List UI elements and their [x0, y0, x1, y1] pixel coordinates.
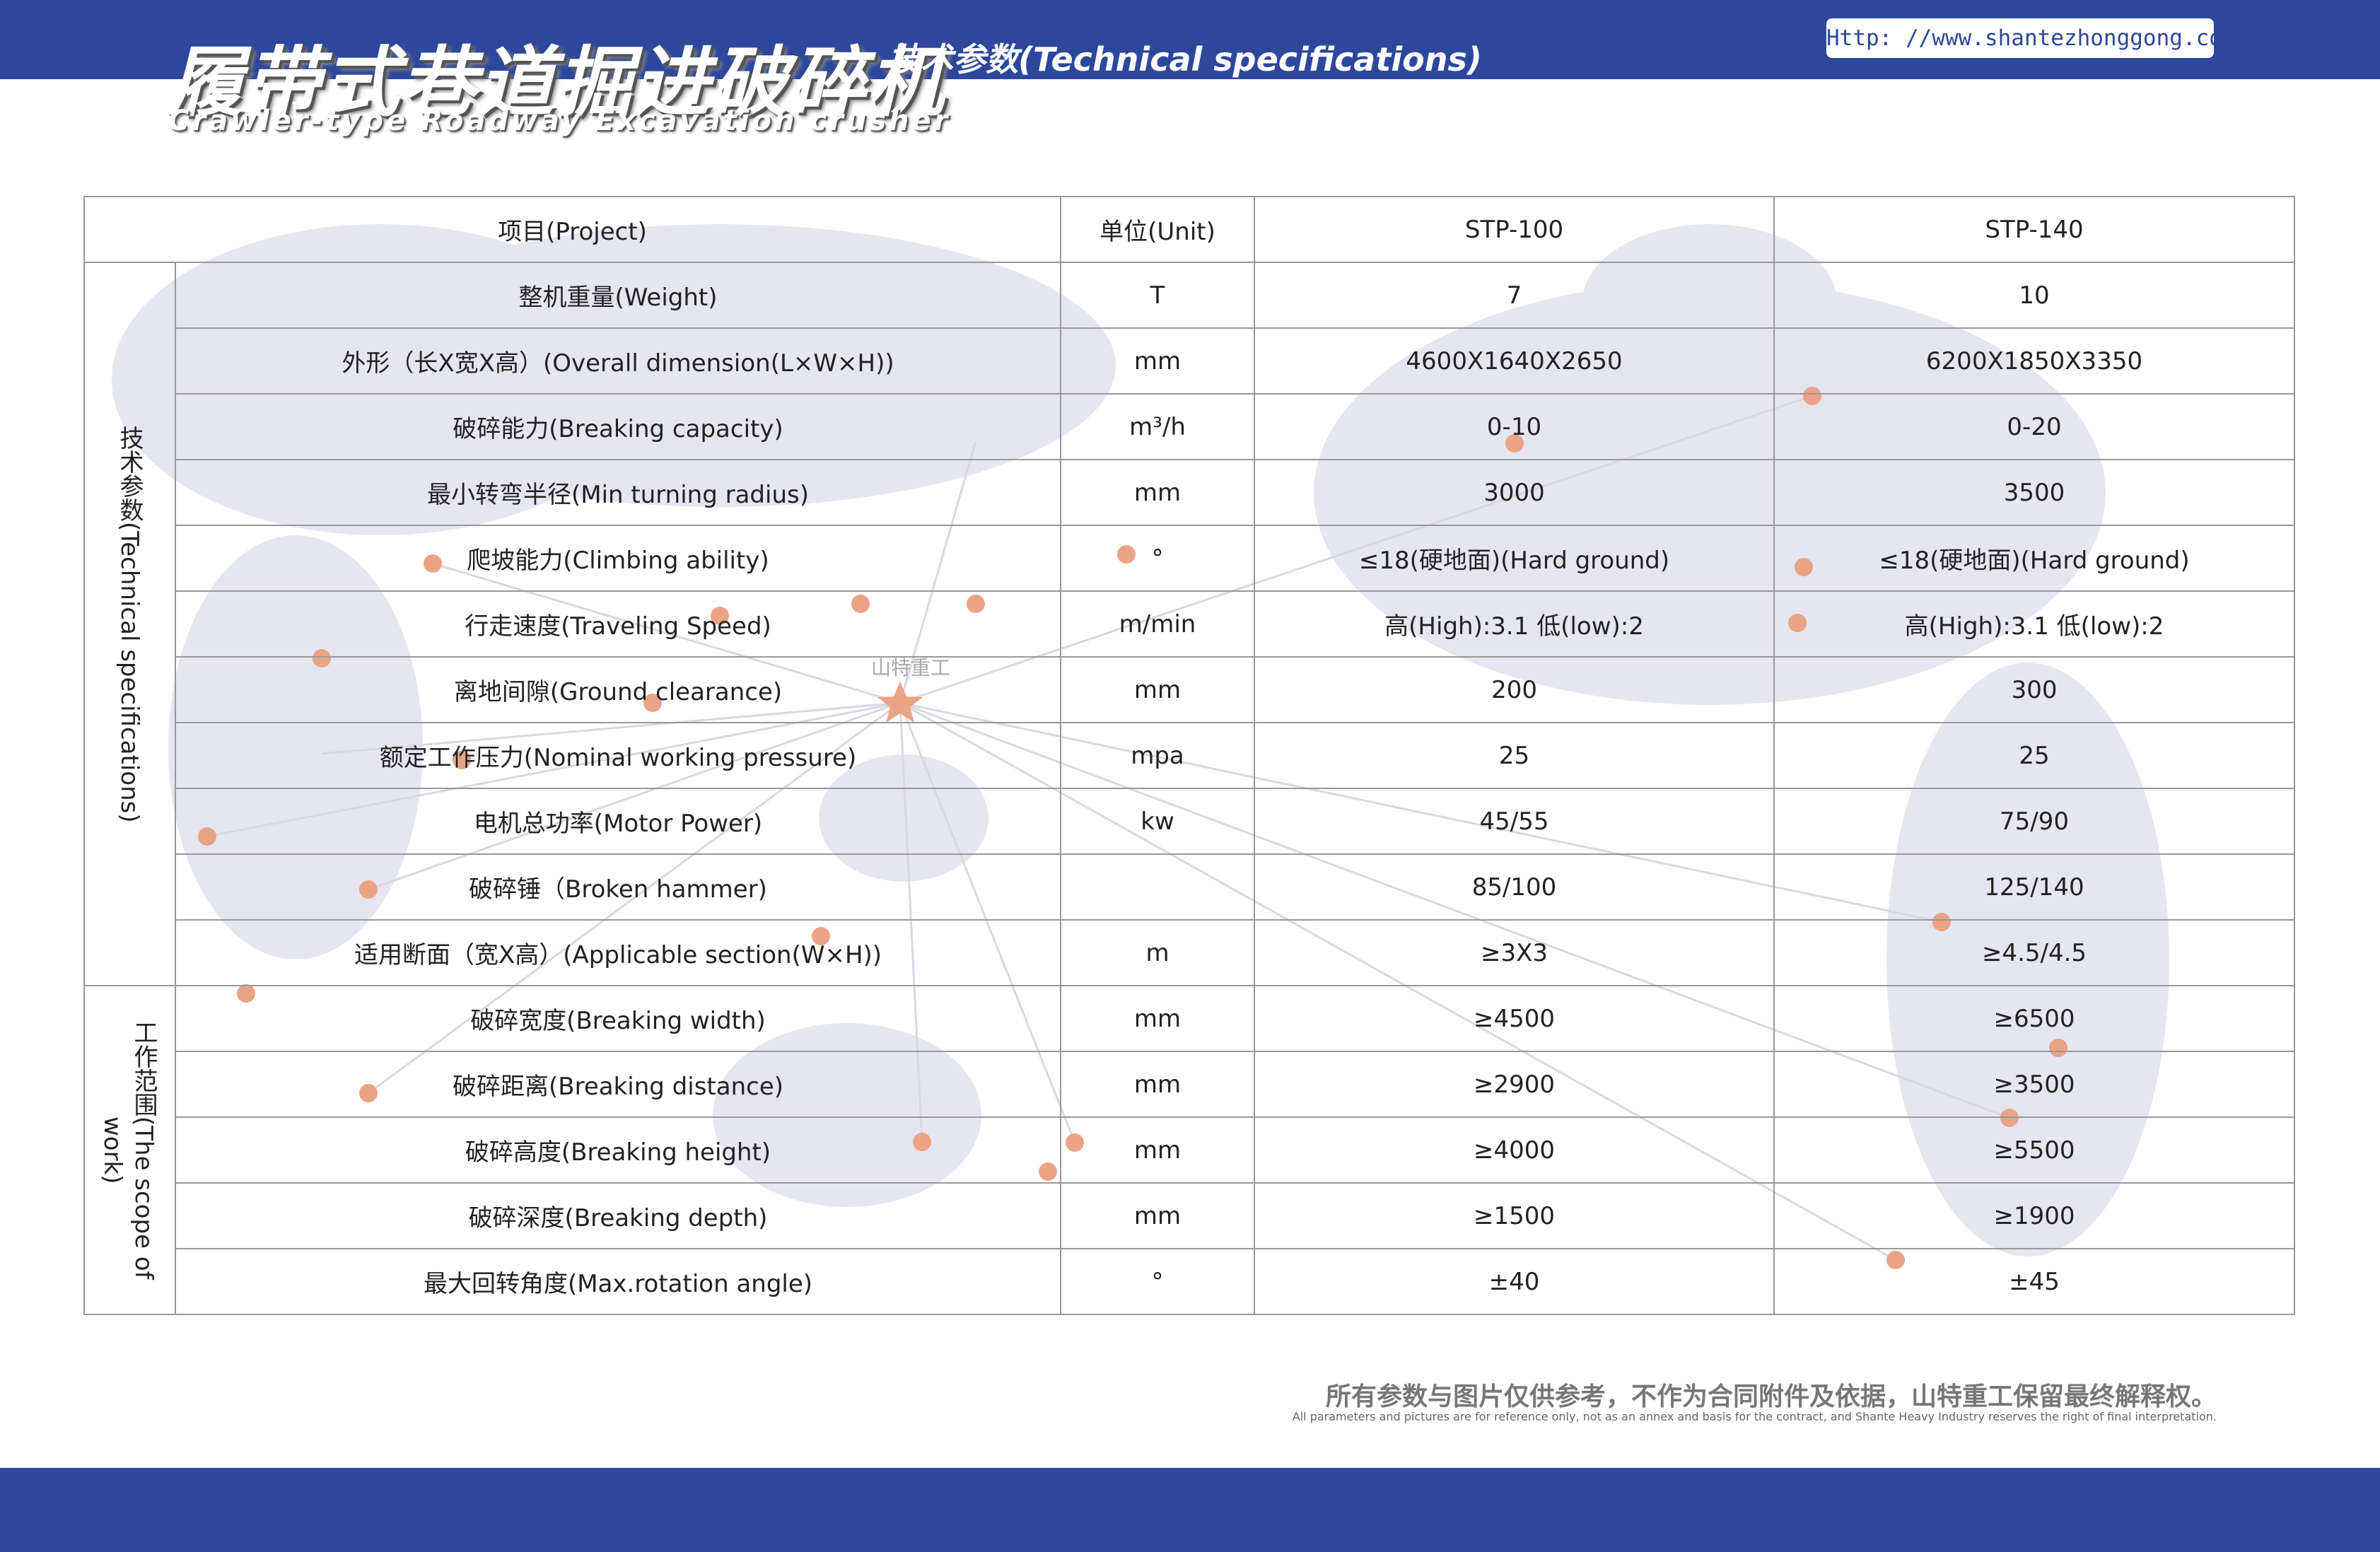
table-cell: 25 — [1254, 722, 1775, 789]
table-cell: 10 — [1773, 262, 2296, 329]
table-cell: mm — [1060, 985, 1256, 1052]
table-cell: ≥4500 — [1254, 985, 1775, 1052]
bottom-band — [0, 1468, 2380, 1552]
footer-note-en: All parameters and pictures are for refe… — [1292, 1410, 2217, 1423]
table-cell: ≥4.5/4.5 — [1773, 919, 2296, 986]
subtitle: Crawler-type Roadway Excavation crusher — [168, 105, 951, 137]
table-cell: ≥2900 — [1254, 1051, 1775, 1118]
table-cell: m — [1060, 919, 1256, 986]
table-row: 破碎距离(Breaking distance) mm ≥2900 ≥3500 — [84, 1051, 2296, 1118]
table-row: 破碎高度(Breaking height) mm ≥4000 ≥5500 — [84, 1116, 2296, 1184]
table-cell: ≤18(硬地面)(Hard ground) — [1773, 525, 2296, 592]
table-cell: ≥1900 — [1773, 1182, 2296, 1249]
table-row: 技术参数(Technical specifications) 整机重量(Weigh… — [83, 262, 2296, 986]
table-row: 电机总功率(Motor Power) kw 45/55 75/90 — [84, 788, 2296, 855]
table-cell: 破碎锤（Broken hammer) — [174, 853, 1062, 921]
table-cell: mm — [1060, 459, 1256, 526]
table-cell: 高(High):3.1 低(low):2 — [1773, 590, 2296, 658]
section-title: 技术参数(Technical specifications) — [888, 40, 1482, 78]
table-row: 最小转弯半径(Min turning radius) mm 3000 3500 — [84, 459, 2296, 526]
header-cell: 项目(Project) — [83, 196, 1062, 263]
header-cell: 单位(Unit) — [1060, 196, 1256, 263]
table-cell: 300 — [1773, 656, 2296, 723]
table-cell: 6200X1850X3350 — [1773, 327, 2296, 395]
header-row: 项目(Project) 单位(Unit) STP-100 STP-140 — [83, 196, 2296, 263]
table-cell: T — [1060, 262, 1256, 329]
table-cell — [1060, 853, 1256, 921]
table-row: 适用断面（宽X高）(Applicable section(W×H)) m ≥3X3 ≥… — [84, 919, 2296, 986]
table-row: 最大回转角度(Max.rotation angle) ° ±40 ±45 — [84, 1248, 2296, 1315]
table-row: 工作范围(The scope of work) 破碎宽度(Breaking wid… — [83, 985, 2296, 1315]
table-cell: 200 — [1254, 656, 1775, 723]
table-cell: 外形（长X宽X高）(Overall dimension(L×W×H)) — [174, 327, 1062, 395]
title: 履带式巷道掘进破碎机 — [167, 39, 945, 127]
table-cell: ≥6500 — [1773, 985, 2296, 1052]
table-cell: 离地间隙(Ground clearance) — [174, 656, 1062, 723]
table-cell: mm — [1060, 327, 1256, 395]
table-cell: 行走速度(Traveling Speed) — [174, 590, 1062, 658]
table-cell: 破碎能力(Breaking capacity) — [174, 393, 1062, 460]
table-cell: ±45 — [1773, 1248, 2296, 1315]
table-cell: 4600X1640X2650 — [1254, 327, 1775, 395]
table-cell: mm — [1060, 656, 1256, 723]
table-body: 项目(Project) 单位(Unit) STP-100 STP-140 技术参数(Te… — [83, 196, 2296, 1315]
table-row: 额定工作压力(Nominal working pressure) mpa 25 25 — [84, 722, 2296, 789]
table-row: 破碎锤（Broken hammer) 85/100 125/140 — [84, 853, 2296, 921]
table-cell: 破碎距离(Breaking distance) — [174, 1051, 1062, 1118]
table-cell: ≥3500 — [1773, 1051, 2296, 1118]
table-cell: 125/140 — [1773, 853, 2296, 921]
table-row: 离地间隙(Ground clearance) mm 200 300 — [84, 656, 2296, 723]
table-cell: ≥5500 — [1773, 1116, 2296, 1184]
table-cell: 25 — [1773, 722, 2296, 789]
table-cell: 破碎宽度(Breaking width) — [174, 985, 1062, 1052]
table-row: 破碎深度(Breaking depth) mm ≥1500 ≥1900 — [84, 1182, 2296, 1249]
url[interactable]: Http: //www.shantezhonggong.com — [1826, 18, 2236, 58]
table-cell: 0-10 — [1254, 393, 1775, 460]
table-cell: 额定工作压力(Nominal working pressure) — [174, 722, 1062, 789]
table-cell: kw — [1060, 788, 1256, 855]
table-cell: ° — [1060, 1248, 1256, 1315]
table-cell: 整机重量(Weight) — [174, 262, 1062, 329]
table-cell: mm — [1060, 1116, 1256, 1184]
table-cell: 破碎高度(Breaking height) — [174, 1116, 1062, 1184]
table-cell: 爬坡能力(Climbing ability) — [174, 525, 1062, 592]
table-cell: 适用断面（宽X高）(Applicable section(W×H)) — [174, 919, 1062, 986]
table-cell: mm — [1060, 1182, 1256, 1249]
table-cell: ≥4000 — [1254, 1116, 1775, 1184]
table-cell: ±40 — [1254, 1248, 1775, 1315]
table-cell: 破碎深度(Breaking depth) — [174, 1182, 1062, 1249]
spec-table: 项目(Project) 单位(Unit) STP-100 STP-140 技术参数(Te… — [83, 196, 2296, 1315]
table-row: 外形（长X宽X高）(Overall dimension(L×W×H)) mm 460… — [84, 327, 2296, 395]
table-cell: 最大回转角度(Max.rotation angle) — [174, 1248, 1062, 1315]
table-cell: 7 — [1254, 262, 1775, 329]
table-cell: m³/h — [1060, 393, 1256, 460]
table-cell: m/min — [1060, 590, 1256, 658]
table-cell: ≥1500 — [1254, 1182, 1775, 1249]
table-cell: ° — [1060, 525, 1256, 592]
table-cell: 3500 — [1773, 459, 2296, 526]
table-cell: 最小转弯半径(Min turning radius) — [174, 459, 1062, 526]
table-cell: 75/90 — [1773, 788, 2296, 855]
table-row: 行走速度(Traveling Speed) m/min 高(High):3.1 低(… — [84, 590, 2296, 658]
footer-note: 所有参数与图片仅供参考，不作为合同附件及依据，山特重工保留最终解释权。 — [1325, 1382, 2217, 1411]
table-cell: ≥3X3 — [1254, 919, 1775, 986]
table-cell: 85/100 — [1254, 853, 1775, 921]
header-cell: STP-140 — [1773, 196, 2296, 263]
table-row: 破碎能力(Breaking capacity) m³/h 0-10 0-20 — [84, 393, 2296, 460]
group-label: 工作范围(The scope of work) — [83, 985, 176, 1315]
table-cell: 电机总功率(Motor Power) — [174, 788, 1062, 855]
table-cell: 高(High):3.1 低(low):2 — [1254, 590, 1775, 658]
table-row: 爬坡能力(Climbing ability) ° ≤18(硬地面)(Hard gro… — [84, 525, 2296, 592]
table-cell: 45/55 — [1254, 788, 1775, 855]
table-cell: 0-20 — [1773, 393, 2296, 460]
table-cell: mm — [1060, 1051, 1256, 1118]
table-cell: ≤18(硬地面)(Hard ground) — [1254, 525, 1775, 592]
header-cell: STP-100 — [1254, 196, 1775, 263]
table-cell: 3000 — [1254, 459, 1775, 526]
table-cell: mpa — [1060, 722, 1256, 789]
group-label: 技术参数(Technical specifications) — [83, 262, 176, 986]
